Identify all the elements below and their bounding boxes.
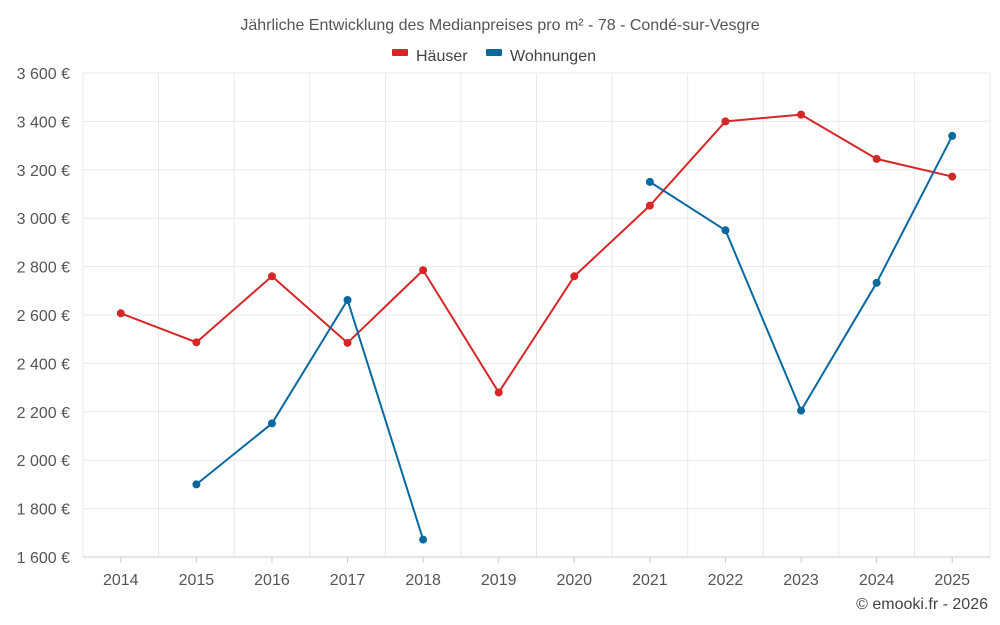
series-layer (116, 110, 957, 544)
data-point[interactable] (570, 272, 579, 281)
grid-layer (82, 72, 991, 557)
data-point[interactable] (645, 177, 654, 186)
x-tick-label: 2014 (103, 572, 139, 589)
x-tick-label: 2023 (783, 572, 819, 589)
data-point[interactable] (419, 266, 428, 275)
x-tick-label: 2018 (405, 572, 441, 589)
legend-item-wohnungen[interactable]: Wohnungen (486, 48, 596, 65)
x-tick-label: 2022 (708, 572, 744, 589)
axis-layer: 1 600 € 1 800 € 2 000 € 2 200 € 2 400 € 2 600… (17, 66, 990, 589)
data-point[interactable] (494, 388, 503, 397)
data-point[interactable] (267, 419, 276, 428)
x-tick-label: 2017 (330, 572, 366, 589)
legend-swatch-wohnungen (486, 49, 502, 56)
data-point[interactable] (797, 406, 806, 415)
data-point[interactable] (267, 272, 276, 281)
data-point[interactable] (419, 535, 428, 544)
series-wohnungen (192, 131, 957, 544)
data-point[interactable] (721, 226, 730, 235)
series-line (120, 113, 953, 394)
x-tick-label: 2015 (179, 572, 215, 589)
data-point[interactable] (721, 117, 730, 126)
legend-swatch-haeuser (392, 49, 408, 56)
data-point[interactable] (872, 154, 881, 163)
chart-title: Jährliche Entwicklung des Medianpreises … (240, 17, 759, 34)
legend: Häuser Wohnungen (392, 48, 596, 65)
data-point[interactable] (948, 172, 957, 181)
x-tick-label: 2016 (254, 572, 290, 589)
y-tick-label: 3 600 € (17, 66, 70, 83)
y-tick-label: 2 200 € (17, 405, 70, 422)
data-point[interactable] (872, 278, 881, 287)
y-tick-label: 1 800 € (17, 502, 70, 519)
x-tick-label: 2019 (481, 572, 517, 589)
data-point[interactable] (343, 338, 352, 347)
x-tick-label: 2020 (556, 572, 592, 589)
series-line (649, 135, 954, 412)
y-tick-label: 2 800 € (17, 260, 70, 277)
x-tick-label: 2021 (632, 572, 668, 589)
y-tick-label: 3 400 € (17, 114, 70, 131)
y-tick-label: 2 600 € (17, 308, 70, 325)
credit-text: © emooki.fr - 2026 (856, 596, 988, 613)
data-point[interactable] (192, 480, 201, 489)
x-tick-label: 2024 (859, 572, 895, 589)
data-point[interactable] (343, 295, 352, 304)
y-tick-label: 2 400 € (17, 356, 70, 373)
data-point[interactable] (797, 110, 806, 119)
legend-item-haeuser[interactable]: Häuser (392, 48, 468, 65)
y-tick-label: 2 000 € (17, 453, 70, 470)
y-tick-label: 3 200 € (17, 163, 70, 180)
data-point[interactable] (116, 309, 125, 318)
legend-label-wohnungen: Wohnungen (510, 48, 596, 65)
series-line (195, 298, 425, 540)
data-point[interactable] (192, 338, 201, 347)
series-haeuser (116, 110, 957, 397)
legend-label-haeuser: Häuser (416, 48, 468, 65)
x-tick-label: 2025 (934, 572, 970, 589)
y-tick-label: 1 600 € (17, 550, 70, 567)
y-tick-label: 3 000 € (17, 211, 70, 228)
data-point[interactable] (948, 131, 957, 140)
data-point[interactable] (645, 201, 654, 210)
